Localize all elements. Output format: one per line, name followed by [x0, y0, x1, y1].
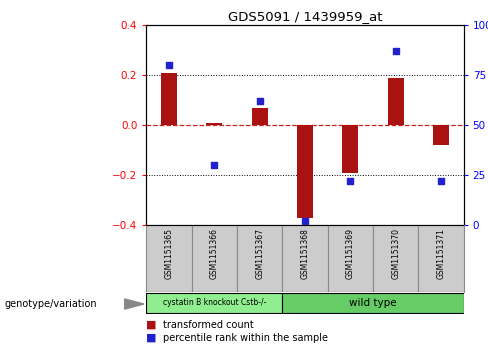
Bar	[327, 225, 373, 292]
Text: GSM1151370: GSM1151370	[391, 228, 400, 280]
Bar	[418, 225, 464, 292]
Bar	[146, 225, 192, 292]
Bar	[237, 225, 283, 292]
Point	[346, 178, 354, 184]
Bar	[433, 125, 449, 145]
Point	[165, 62, 173, 68]
Text: GSM1151371: GSM1151371	[436, 228, 446, 279]
Bar	[206, 123, 223, 125]
Text: GSM1151365: GSM1151365	[164, 228, 174, 280]
Text: GSM1151369: GSM1151369	[346, 228, 355, 280]
Bar	[343, 125, 358, 173]
Bar	[192, 225, 237, 292]
Bar	[387, 78, 404, 125]
Text: ■: ■	[146, 320, 157, 330]
Bar	[297, 125, 313, 217]
Polygon shape	[124, 299, 144, 309]
Text: transformed count: transformed count	[163, 320, 254, 330]
Bar	[283, 293, 464, 313]
Text: GSM1151368: GSM1151368	[301, 228, 309, 279]
Point	[392, 48, 400, 54]
Point	[437, 178, 445, 184]
Point	[301, 218, 309, 224]
Text: ■: ■	[146, 333, 157, 343]
Text: percentile rank within the sample: percentile rank within the sample	[163, 333, 328, 343]
Text: GSM1151366: GSM1151366	[210, 228, 219, 280]
Bar	[161, 73, 177, 125]
Bar	[146, 293, 283, 313]
Point	[256, 98, 264, 104]
Bar	[252, 108, 267, 125]
Bar	[283, 225, 327, 292]
Text: cystatin B knockout Cstb-/-: cystatin B knockout Cstb-/-	[163, 298, 266, 307]
Text: wild type: wild type	[349, 298, 397, 308]
Text: GSM1151367: GSM1151367	[255, 228, 264, 280]
Point	[210, 162, 218, 168]
Text: genotype/variation: genotype/variation	[5, 299, 98, 309]
Title: GDS5091 / 1439959_at: GDS5091 / 1439959_at	[228, 10, 382, 23]
Bar	[373, 225, 418, 292]
